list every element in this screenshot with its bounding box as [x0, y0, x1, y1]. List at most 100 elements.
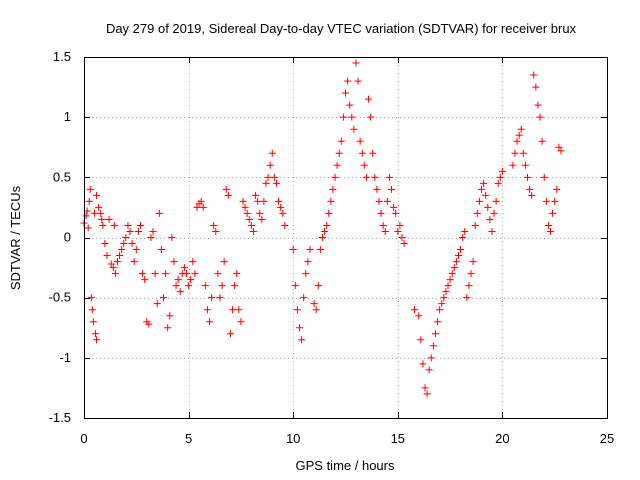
data-point: [540, 173, 548, 181]
data-point: [249, 227, 257, 235]
data-point: [434, 318, 442, 326]
data-point: [262, 179, 270, 187]
data-point: [126, 227, 134, 235]
data-point: [555, 143, 563, 151]
data-point: [174, 276, 182, 284]
data-point: [463, 294, 471, 302]
data-point: [277, 203, 285, 211]
data-point: [450, 264, 458, 272]
data-point: [87, 294, 95, 302]
data-point: [400, 240, 408, 248]
data-point: [465, 282, 473, 290]
data-point: [337, 137, 345, 145]
data-point: [291, 282, 299, 290]
data-point: [264, 173, 272, 181]
data-point: [365, 95, 373, 103]
axis-ticks: 0 5 10 15 20 25 -1.5 -1 -0.5 0 0.5 1 1.5: [49, 49, 615, 446]
data-point: [427, 354, 435, 362]
data-point: [233, 270, 241, 278]
chart-title: Day 279 of 2019, Sidereal Day-to-day VTE…: [106, 21, 577, 36]
data-point: [344, 77, 352, 85]
data-point: [229, 306, 237, 314]
data-point: [519, 149, 527, 157]
data-point: [538, 137, 546, 145]
data-point: [398, 234, 406, 241]
data-point: [457, 246, 465, 254]
data-point: [216, 294, 224, 302]
data-point: [132, 246, 140, 254]
data-point: [440, 294, 448, 302]
data-point: [417, 336, 425, 344]
data-point: [425, 366, 433, 374]
data-point: [231, 282, 239, 290]
data-point: [110, 221, 118, 229]
data-point: [183, 270, 191, 278]
data-point: [369, 149, 377, 157]
data-point: [524, 173, 532, 181]
data-point: [438, 300, 446, 308]
data-point: [89, 318, 97, 326]
data-point: [352, 59, 360, 67]
data-point: [226, 330, 234, 338]
data-point: [210, 221, 218, 229]
data-point: [367, 113, 375, 121]
data-point: [245, 215, 253, 223]
data-point: [321, 227, 329, 235]
data-point: [557, 147, 565, 155]
data-point: [134, 227, 142, 235]
data-point: [553, 185, 561, 193]
data-point: [459, 234, 467, 241]
data-point: [362, 173, 370, 181]
data-point: [116, 252, 124, 260]
data-point: [243, 209, 251, 217]
data-point: [544, 221, 552, 229]
data-point: [335, 149, 343, 157]
data-point: [346, 101, 354, 109]
x-tick-label: 0: [80, 431, 87, 446]
data-point: [107, 260, 115, 268]
data-point: [97, 209, 105, 217]
data-points: [80, 59, 565, 398]
data-point: [444, 282, 452, 290]
x-tick-label: 5: [185, 431, 192, 446]
data-point: [191, 270, 199, 278]
data-point: [295, 324, 303, 332]
data-point: [513, 137, 521, 145]
data-point: [360, 161, 368, 169]
data-point: [421, 384, 429, 392]
data-point: [530, 71, 538, 79]
data-point: [318, 234, 326, 241]
data-point: [419, 360, 427, 368]
data-point: [551, 197, 559, 205]
data-point: [151, 270, 159, 278]
data-point: [339, 113, 347, 121]
data-point: [124, 221, 132, 229]
data-point: [260, 197, 268, 205]
data-point: [354, 77, 362, 85]
y-tick-label: -0.5: [49, 290, 71, 305]
y-tick-label: 0.5: [53, 169, 71, 184]
data-point: [492, 197, 500, 205]
data-point: [162, 270, 170, 278]
data-point: [145, 320, 153, 328]
data-point: [118, 246, 126, 254]
data-point: [252, 191, 260, 199]
data-point: [212, 227, 220, 235]
data-point: [490, 209, 498, 217]
data-point: [170, 258, 178, 266]
data-point: [92, 330, 100, 338]
data-point: [136, 221, 144, 229]
data-point: [511, 149, 519, 157]
data-point: [197, 197, 205, 205]
data-point: [394, 227, 402, 235]
data-point: [88, 306, 96, 314]
data-point: [325, 209, 333, 217]
data-point: [452, 258, 460, 266]
data-point: [113, 258, 121, 266]
data-point: [208, 294, 216, 302]
data-point: [258, 215, 266, 223]
data-point: [82, 212, 90, 220]
data-point: [498, 167, 506, 175]
data-point: [532, 83, 540, 91]
x-tick-label: 20: [495, 431, 509, 446]
